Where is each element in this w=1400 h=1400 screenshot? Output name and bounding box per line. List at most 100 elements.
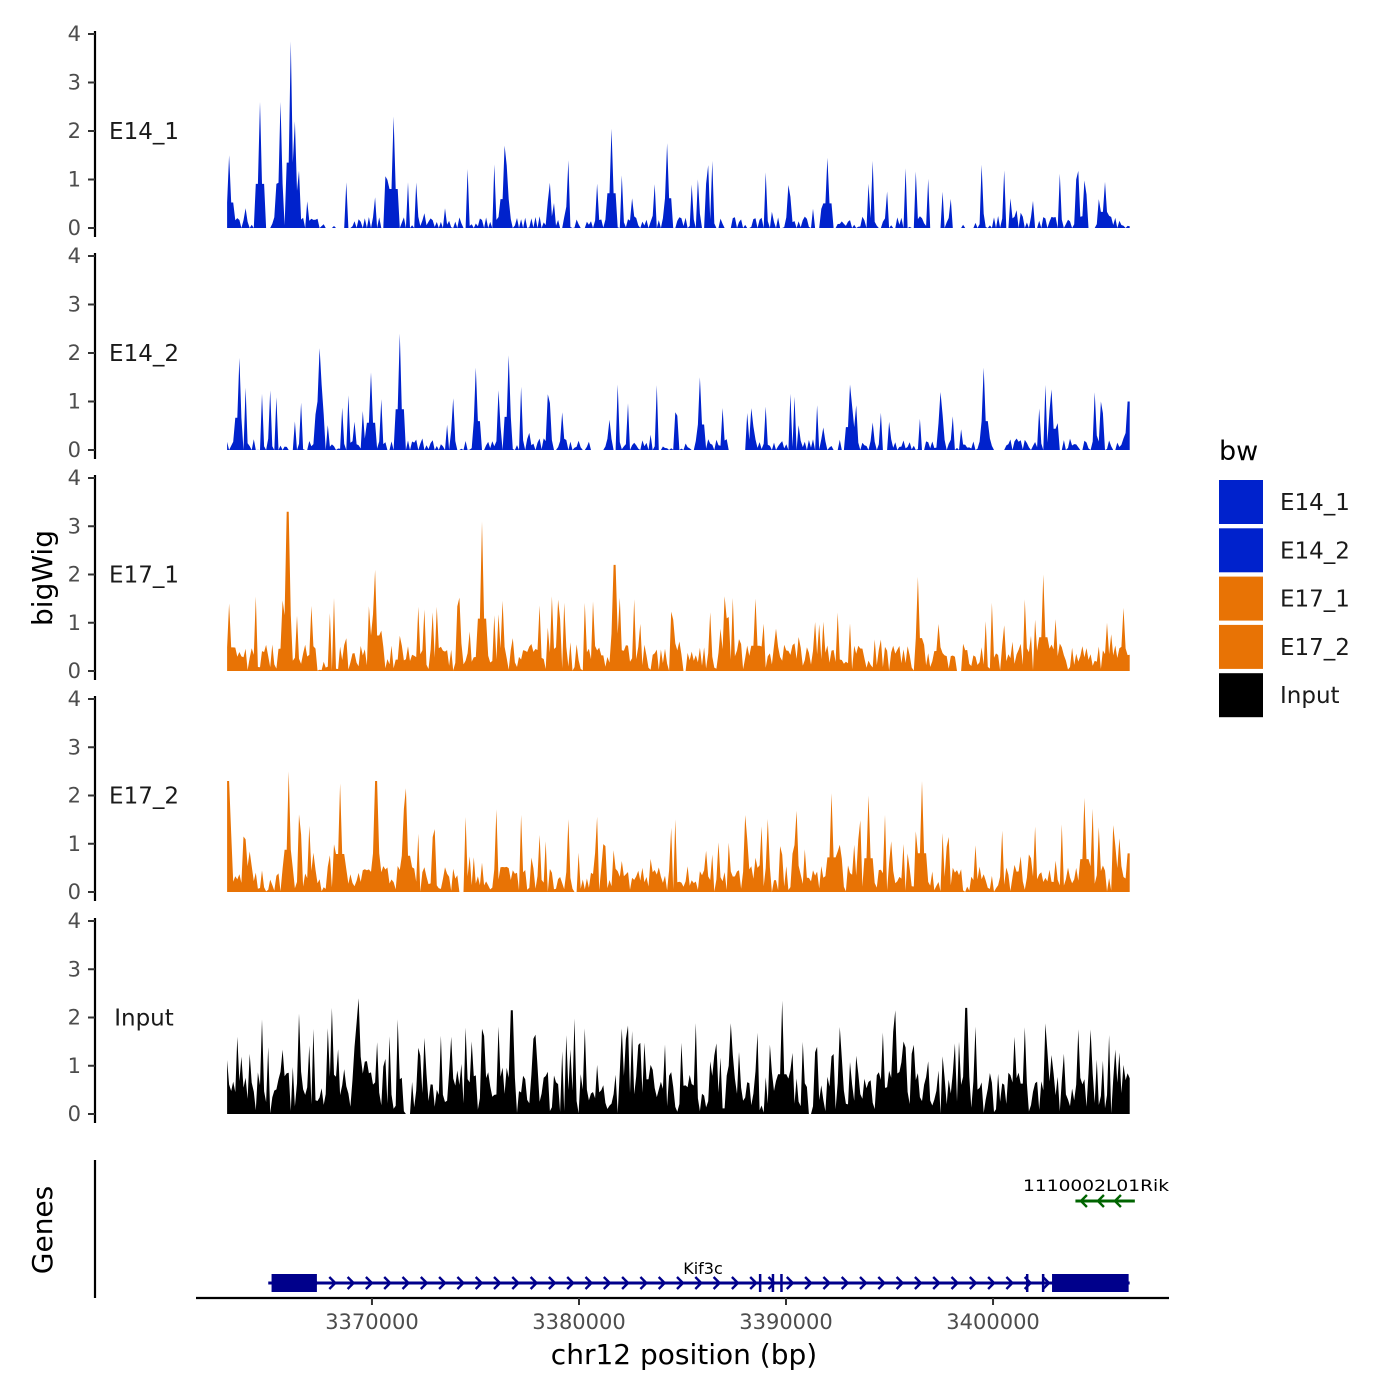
y-tick-label: 0 (68, 880, 81, 904)
strand-arrow (621, 1276, 630, 1290)
strand-arrow (401, 1276, 411, 1290)
y-tick-label: 0 (68, 438, 81, 462)
track-e17-2: 0 1 2 3 4 E17_2 (68, 687, 1130, 904)
legend-swatch (1219, 576, 1263, 621)
area-series-e14-1 (227, 41, 1130, 228)
y-tick-label: 3 (68, 293, 81, 317)
strand-arrow (328, 1276, 337, 1290)
tracks-layer: 0 1 2 3 4 E14_1 0 1 2 3 4 E14_2 0 1 2 3 4 E17_1 0 1 2 3 4 E17_2… (68, 22, 1130, 1126)
strand-arrow (456, 1276, 466, 1290)
legend-label: E14_1 (1280, 490, 1350, 516)
legend-swatch (1219, 528, 1263, 573)
strand-arrow (529, 1276, 539, 1290)
y-tick-label: 3 (68, 71, 81, 95)
y-tick-label: 2 (68, 1006, 81, 1030)
strand-arrow (566, 1276, 575, 1290)
y-tick-label: 3 (68, 957, 81, 981)
legend-swatch (1219, 624, 1263, 669)
strand-arrow (1042, 1276, 1051, 1290)
strand-arrow (932, 1276, 941, 1290)
strand-arrow (584, 1276, 594, 1290)
strand-arrow (731, 1276, 740, 1290)
track-label: E17_2 (109, 784, 179, 810)
y-tick-label: 4 (68, 687, 81, 711)
y-tick-label: 0 (68, 1102, 81, 1126)
legend-label: E17_2 (1280, 635, 1350, 661)
strand-arrow (602, 1276, 612, 1290)
strand-arrow (877, 1276, 886, 1290)
track-label: Input (114, 1006, 174, 1032)
strand-arrow (767, 1276, 777, 1290)
gene-label: Kif3c (683, 1259, 723, 1278)
strand-arrow (822, 1276, 832, 1290)
strand-arrow (657, 1276, 667, 1290)
strand-arrow (346, 1276, 356, 1290)
x-tick-label: 3370000 (325, 1310, 419, 1334)
strand-arrow (895, 1276, 905, 1290)
y-tick-label: 4 (68, 466, 81, 490)
gene-1110002l01rik: 1110002L01Rik (1023, 1176, 1170, 1208)
gene-exon (271, 1274, 317, 1292)
y-tick-label: 0 (68, 659, 81, 683)
track-e14-2: 0 1 2 3 4 E14_2 (68, 244, 1130, 462)
y-tick-label: 1 (68, 168, 81, 192)
y-tick-label: 2 (68, 784, 81, 808)
y-tick-label: 2 (68, 119, 81, 143)
x-axis-title: chr12 position (bp) (551, 1338, 817, 1371)
strand-arrow (438, 1276, 447, 1290)
genes-panel-title: Genes (26, 1186, 59, 1274)
y-tick-label: 3 (68, 514, 81, 538)
track-label: E17_1 (109, 563, 179, 589)
track-e14-1: 0 1 2 3 4 E14_1 (68, 22, 1130, 240)
legend-swatch (1219, 480, 1263, 524)
strand-arrow (493, 1276, 502, 1290)
strand-arrow (859, 1276, 868, 1290)
area-series-input (227, 998, 1130, 1114)
strand-arrow (639, 1276, 649, 1290)
y-tick-label: 4 (68, 909, 81, 933)
strand-arrow (804, 1276, 813, 1290)
y-tick-label: 2 (68, 341, 81, 365)
y-tick-label: 2 (68, 563, 81, 587)
gene-kif3c: Kif3c (268, 1259, 1130, 1292)
y-tick-label: 1 (68, 611, 81, 635)
legend: bw E14_1 E14_2 E17_1 E17_2 Input (1219, 436, 1350, 718)
strand-arrow (1113, 1194, 1122, 1208)
strand-arrow (950, 1276, 960, 1290)
area-series-e17-2 (227, 771, 1130, 892)
strand-arrow (511, 1276, 520, 1290)
area-series-e17-1 (227, 511, 1130, 671)
legend-label: Input (1280, 683, 1340, 709)
strand-arrow (1005, 1276, 1015, 1290)
strand-arrow (383, 1276, 392, 1290)
legend-item: E14_1 (1219, 480, 1350, 524)
strand-arrow (785, 1276, 795, 1290)
gene-label: 1110002L01Rik (1023, 1176, 1170, 1195)
legend-label: E17_1 (1280, 587, 1350, 613)
strand-arrow (749, 1276, 758, 1290)
track-label: E14_1 (109, 119, 179, 145)
y-tick-label: 4 (68, 244, 81, 268)
legend-swatch (1219, 673, 1263, 718)
strand-arrow (419, 1276, 429, 1290)
legend-item: E14_2 (1219, 528, 1350, 573)
strand-arrow (676, 1276, 685, 1290)
y-tick-label: 3 (68, 735, 81, 759)
strand-arrow (548, 1276, 557, 1290)
strand-arrow (914, 1276, 923, 1290)
strand-arrow (474, 1276, 484, 1290)
strand-arrow (712, 1276, 722, 1290)
y-axis-title: bigWig (26, 530, 59, 626)
area-series-e14-2 (227, 333, 1130, 450)
legend-item: E17_2 (1219, 624, 1350, 669)
legend-item: E17_1 (1219, 576, 1350, 621)
strand-arrow (968, 1276, 978, 1290)
x-tick-label: 3380000 (532, 1310, 626, 1334)
strand-arrow (987, 1276, 996, 1290)
genes-layer: Kif3c 1110002L01Rik (93, 1160, 1170, 1298)
y-tick-label: 1 (68, 390, 81, 414)
legend-title: bw (1219, 436, 1258, 467)
x-axis: 3370000 3380000 3390000 3400000 (196, 1296, 1169, 1334)
